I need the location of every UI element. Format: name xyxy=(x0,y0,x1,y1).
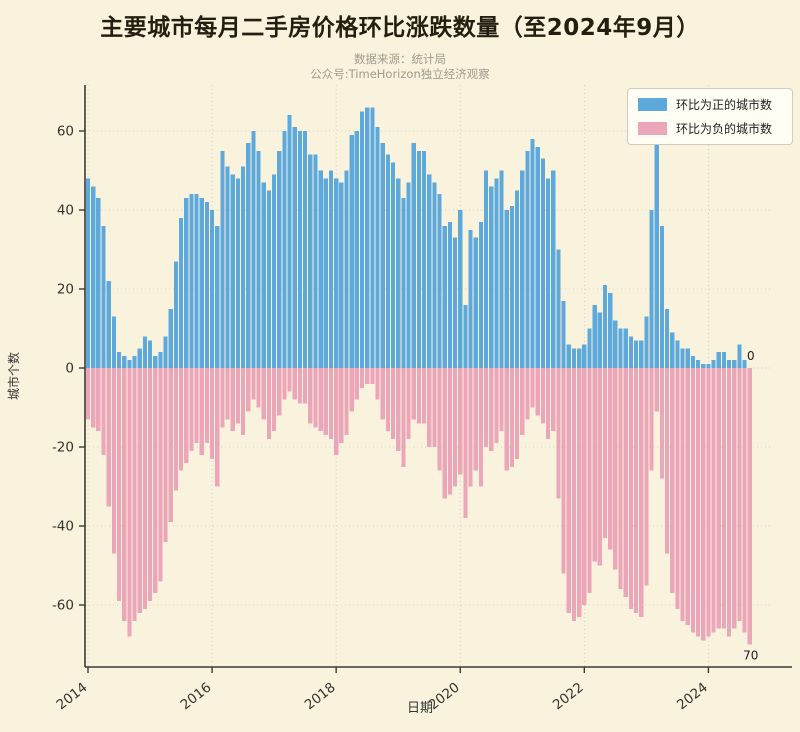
negative-color-swatch xyxy=(638,122,667,135)
x-axis-title: 日期 xyxy=(407,701,433,716)
svg-text:40: 40 xyxy=(57,203,74,219)
legend-label-negative: 环比为负的城市数 xyxy=(676,122,773,136)
legend-item-positive: 环比为正的城市数 xyxy=(638,96,783,113)
positive-color-swatch xyxy=(638,98,667,111)
svg-text:60: 60 xyxy=(57,124,74,140)
legend-item-negative: 环比为负的城市数 xyxy=(638,120,783,137)
wechat-account-subtitle: 公众号:TimeHorizon独立经济观察 xyxy=(310,67,490,81)
svg-text:20: 20 xyxy=(57,282,74,298)
svg-text:2022: 2022 xyxy=(550,680,587,714)
svg-text:0: 0 xyxy=(65,361,74,377)
chart-title: 主要城市每月二手房价格环比涨跌数量（至2024年9月） xyxy=(100,15,700,41)
legend: 环比为正的城市数 环比为负的城市数 xyxy=(627,88,793,145)
svg-text:-20: -20 xyxy=(52,440,74,456)
legend-label-positive: 环比为正的城市数 xyxy=(676,98,773,112)
svg-text:-40: -40 xyxy=(52,519,74,535)
bars-positive-series xyxy=(85,107,747,369)
y-axis-title: 城市个数 xyxy=(6,352,21,400)
svg-text:-60: -60 xyxy=(52,598,74,614)
svg-text:2016: 2016 xyxy=(178,680,215,714)
data-source-subtitle: 数据来源：统计局 xyxy=(354,52,446,66)
svg-text:70: 70 xyxy=(743,649,758,663)
svg-text:0: 0 xyxy=(747,349,755,363)
svg-text:2014: 2014 xyxy=(54,680,91,714)
svg-text:2018: 2018 xyxy=(302,680,339,714)
bars-negative-series xyxy=(85,368,752,645)
axes xyxy=(79,85,792,673)
svg-text:2024: 2024 xyxy=(674,680,711,714)
annotations: 0 70 xyxy=(743,349,758,663)
